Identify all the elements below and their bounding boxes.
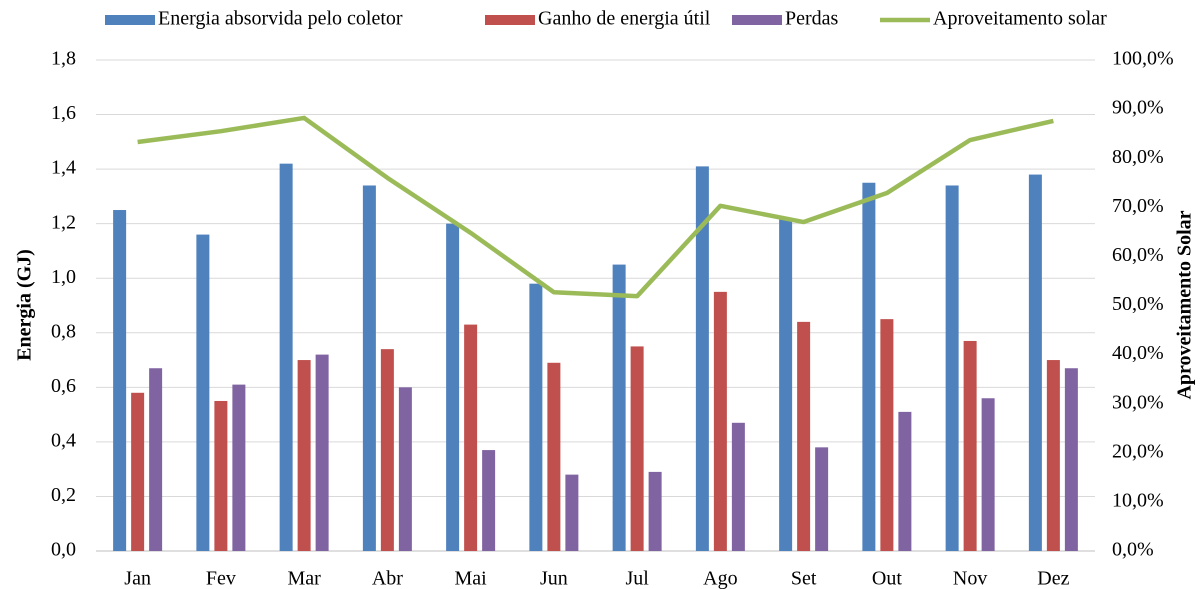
y2-tick-label: 10,0% [1112,489,1164,511]
legend-swatch [485,15,535,25]
x-tick-label: Jul [625,568,649,589]
y2-tick-label: 40,0% [1112,342,1164,364]
bar [880,319,894,551]
y-tick-label: 0,4 [51,429,76,451]
bar [446,223,460,551]
bar [1028,174,1042,552]
bar [113,210,127,551]
bar [196,234,210,552]
line-series [137,115,1054,299]
bar [380,349,394,551]
x-tick-label: Jun [540,568,568,589]
x-tick-label: Ago [703,568,737,589]
y-tick-label: 0,6 [51,375,76,397]
bar [297,360,311,551]
bar [945,185,959,551]
x-tick-label: Fev [206,568,236,589]
bar [315,354,329,551]
x-tick-label: Dez [1037,568,1069,589]
bar [232,384,246,551]
y-tick-label: 0,0 [51,539,76,561]
x-tick-label: Set [791,568,817,589]
y2-tick-label: 50,0% [1112,293,1164,315]
y-tick-label: 1,4 [51,157,76,179]
x-tick-label: Out [872,568,902,589]
y-tick-label: 0,2 [51,484,76,506]
bar [779,218,793,551]
legend-swatch [732,15,782,25]
bar [648,471,662,551]
y-tick-label: 1,0 [51,266,76,288]
bar [1046,360,1060,551]
bar [981,398,995,551]
x-tick-label: Nov [953,568,987,589]
bar [815,447,829,551]
bar [731,422,745,551]
bar [797,321,811,551]
legend-label: Perdas [785,8,839,30]
bar [214,400,228,551]
bar [464,324,478,551]
bar [398,387,412,551]
bar [630,346,644,551]
y2-tick-label: 90,0% [1112,97,1164,119]
y2-tick-label: 70,0% [1112,195,1164,217]
bar [149,368,163,551]
legend-label: Aproveitamento solar [933,8,1107,30]
x-tick-label: Jan [124,568,151,589]
y-tick-label: 1,6 [51,102,76,124]
bar [529,283,543,551]
y2-tick-label: 30,0% [1112,391,1164,413]
bar [279,163,293,551]
bar [547,362,561,551]
y-tick-label: 1,8 [51,48,76,70]
y-axis-title: Energia (GJ) [14,249,36,361]
bar [1064,368,1078,551]
bar [695,166,709,551]
x-tick-label: Mar [287,568,321,589]
bar [362,185,376,551]
legend-swatch [105,15,155,25]
bar [131,392,145,551]
bar [963,340,977,551]
y2-tick-label: 60,0% [1112,244,1164,266]
bar [898,411,912,551]
bar [612,264,626,551]
bar [713,291,727,551]
bar [862,182,876,551]
y2-tick-label: 80,0% [1112,146,1164,168]
x-tick-label: Abr [372,568,403,589]
y2-axis-title: Aproveitamento Solar [1174,210,1196,399]
y-tick-label: 1,2 [51,211,76,233]
y2-tick-label: 0,0% [1112,539,1154,561]
legend-label: Energia absorvida pelo coletor [158,8,403,30]
bar [482,450,496,551]
y-tick-label: 0,8 [51,320,76,342]
bar [565,474,579,551]
y2-tick-label: 20,0% [1112,440,1164,462]
y2-tick-label: 100,0% [1112,48,1174,70]
legend-label: Ganho de energia útil [538,8,711,30]
x-tick-label: Mai [455,568,488,589]
